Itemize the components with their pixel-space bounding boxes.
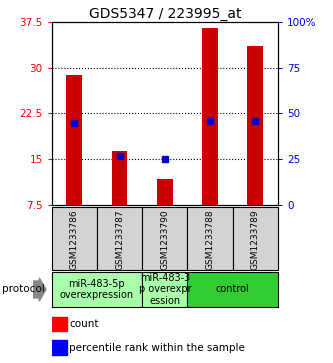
Bar bbox=[247, 46, 263, 205]
Bar bbox=[66, 75, 82, 205]
Text: count: count bbox=[69, 319, 99, 329]
Bar bbox=[187, 272, 278, 307]
Text: GSM1233788: GSM1233788 bbox=[205, 209, 215, 270]
Bar bbox=[52, 207, 97, 270]
Text: protocol: protocol bbox=[2, 285, 44, 294]
Bar bbox=[187, 207, 233, 270]
Bar bbox=[202, 28, 218, 205]
Text: GSM1233790: GSM1233790 bbox=[160, 209, 169, 270]
Bar bbox=[97, 207, 142, 270]
Text: GSM1233787: GSM1233787 bbox=[115, 209, 124, 270]
FancyArrow shape bbox=[33, 278, 46, 301]
Text: GSM1233786: GSM1233786 bbox=[70, 209, 79, 270]
Text: miR-483-5p
overexpression: miR-483-5p overexpression bbox=[60, 279, 134, 300]
Title: GDS5347 / 223995_at: GDS5347 / 223995_at bbox=[89, 7, 241, 21]
Bar bbox=[157, 179, 173, 205]
Bar bbox=[112, 151, 128, 205]
Bar bbox=[52, 272, 142, 307]
Bar bbox=[52, 340, 67, 355]
Text: GSM1233789: GSM1233789 bbox=[251, 209, 260, 270]
Bar bbox=[142, 207, 187, 270]
Bar bbox=[142, 272, 187, 307]
Bar bbox=[233, 207, 278, 270]
Text: miR-483-3
p overexpr
ession: miR-483-3 p overexpr ession bbox=[139, 273, 191, 306]
Text: percentile rank within the sample: percentile rank within the sample bbox=[69, 343, 245, 352]
Text: control: control bbox=[216, 285, 250, 294]
Bar bbox=[52, 317, 67, 331]
